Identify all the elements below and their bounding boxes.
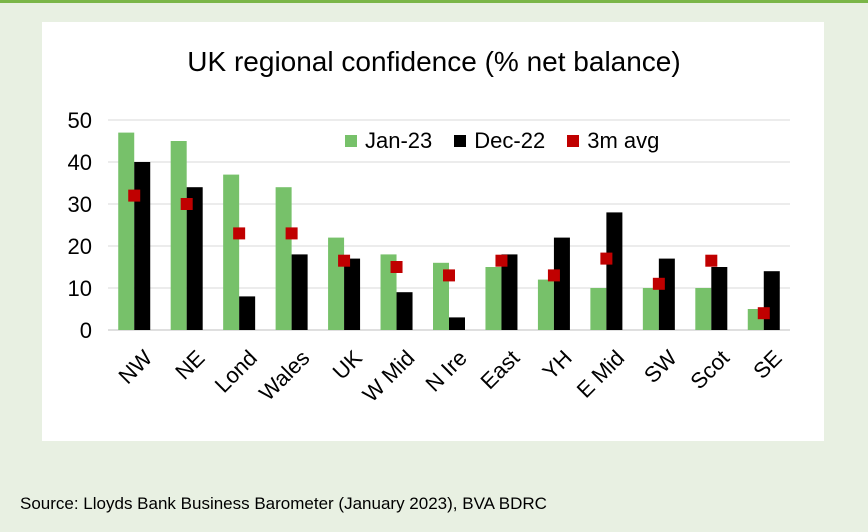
bar-jan-23: [328, 237, 345, 330]
bar-dec-22: [553, 237, 570, 330]
bar-jan-23: [275, 187, 292, 330]
x-tick-label: Lond: [210, 345, 262, 397]
source-note: Source: Lloyds Bank Business Barometer (…: [20, 494, 547, 513]
y-tick-label: 40: [68, 150, 92, 175]
bar-jan-23: [170, 141, 187, 330]
bar-dec-22: [658, 258, 675, 330]
x-tick-label: E Mid: [572, 345, 629, 402]
chart-title: UK regional confidence (% net balance): [187, 46, 681, 77]
bar-dec-22: [449, 317, 465, 330]
marker-3m-avg: [705, 254, 718, 267]
x-tick-label: East: [475, 345, 524, 394]
bar-dec-22: [291, 254, 308, 330]
bar-dec-22: [134, 162, 151, 330]
marker-3m-avg: [233, 227, 246, 240]
x-tick-label: YH: [537, 345, 576, 384]
x-tick-label: Scot: [685, 345, 734, 394]
y-tick-label: 10: [68, 276, 92, 301]
bar-dec-22: [501, 254, 518, 330]
bar-dec-22: [344, 258, 361, 330]
x-tick-label: W Mid: [358, 345, 420, 407]
bar-jan-23: [380, 254, 397, 330]
chart-legend: Jan-23 Dec-22 3m avg: [345, 128, 681, 154]
bar-dec-22: [763, 271, 780, 330]
y-tick-label: 30: [68, 192, 92, 217]
legend-label-3m-avg: 3m avg: [587, 128, 660, 153]
legend-swatch-3m-avg: [567, 135, 580, 147]
bar-dec-22: [606, 212, 623, 330]
bar-jan-23: [485, 267, 502, 330]
marker-3m-avg: [338, 254, 351, 267]
marker-3m-avg: [180, 198, 193, 210]
marker-3m-avg: [390, 261, 403, 273]
legend-item-3m-avg: 3m avg: [567, 128, 659, 154]
bar-jan-23: [118, 132, 135, 330]
marker-3m-avg: [128, 189, 141, 202]
marker-3m-avg: [495, 254, 508, 267]
bar-dec-22: [711, 267, 728, 330]
marker-3m-avg: [652, 277, 665, 290]
y-tick-label: 0: [80, 318, 92, 343]
y-tick-label: 50: [68, 108, 92, 133]
x-tick-label: SW: [639, 345, 682, 388]
x-tick-label: NE: [170, 345, 209, 384]
legend-swatch-dec-22: [454, 135, 467, 147]
legend-item-jan-23: Jan-23: [345, 128, 432, 154]
marker-3m-avg: [547, 269, 560, 282]
legend-swatch-jan-23: [345, 135, 357, 147]
bar-dec-22: [186, 187, 203, 330]
marker-3m-avg: [285, 227, 298, 240]
bar-jan-23: [642, 288, 659, 330]
x-tick-label: Wales: [254, 345, 314, 405]
legend-label-dec-22: Dec-22: [474, 128, 546, 153]
bar-jan-23: [695, 288, 712, 330]
legend-label-jan-23: Jan-23: [365, 128, 433, 153]
marker-3m-avg: [443, 269, 455, 282]
marker-3m-avg: [757, 307, 770, 320]
legend-item-dec-22: Dec-22: [454, 128, 545, 154]
bar-jan-23: [537, 279, 554, 330]
bar-dec-22: [239, 296, 256, 330]
bar-dec-22: [396, 292, 413, 330]
top-accent-rule: [0, 0, 868, 3]
x-tick-label: SE: [748, 345, 786, 383]
bar-jan-23: [590, 288, 607, 330]
x-tick-label: NW: [113, 345, 157, 389]
x-tick-label: N Ire: [420, 345, 471, 396]
bar-jan-23: [223, 174, 240, 330]
marker-3m-avg: [600, 252, 613, 265]
x-tick-label: UK: [328, 345, 368, 385]
y-tick-label: 20: [68, 234, 92, 259]
